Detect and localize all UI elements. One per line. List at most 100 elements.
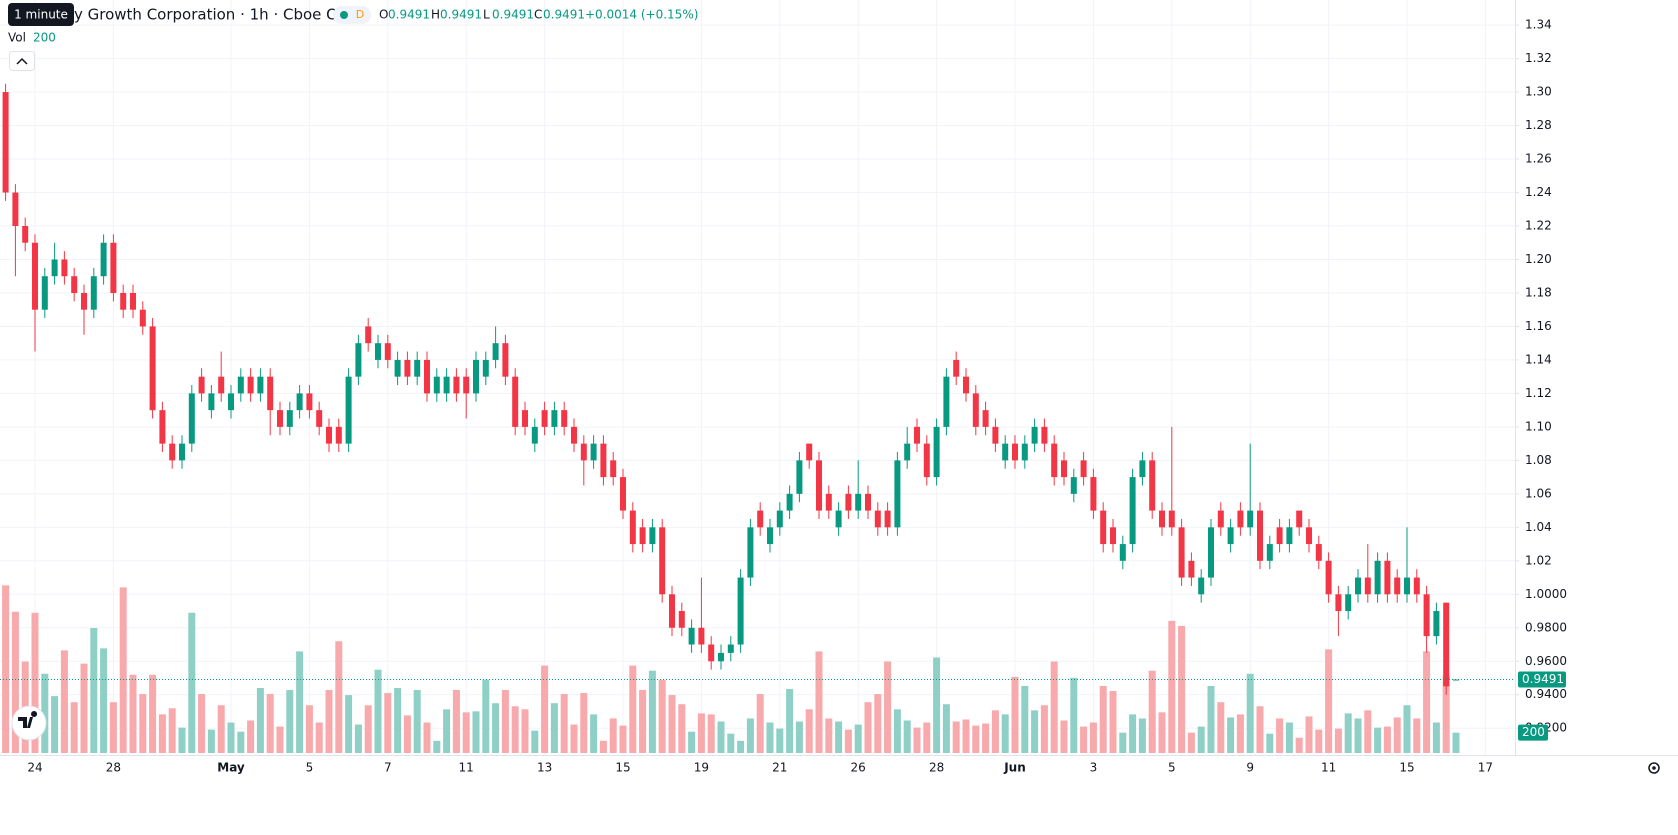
volume-bar (119, 587, 127, 753)
candle-body (1413, 577, 1420, 595)
settings-button[interactable] (1648, 762, 1660, 774)
volume-bar (1001, 714, 1009, 753)
candle-body (1423, 594, 1430, 637)
volume-bar (835, 721, 843, 753)
volume-bar (286, 690, 294, 753)
candle-body (600, 443, 607, 478)
candle-body (404, 359, 411, 377)
candle-body (1227, 527, 1234, 545)
volume-legend-label: Vol (8, 31, 26, 45)
ohlc-legend: O 0.9491 H 0.9491 L 0.9491 C 0.9491 +0.0014 (+0.… (379, 8, 698, 22)
y-tick-label: 1.24 (1525, 185, 1552, 199)
volume-bar (1236, 714, 1244, 753)
volume-bar (658, 679, 666, 753)
volume-bar (1089, 722, 1097, 753)
volume-bar (629, 665, 637, 753)
tv-logo[interactable] (11, 705, 47, 741)
volume-bar (423, 722, 431, 753)
volume-bar (217, 705, 225, 753)
candle-body (825, 493, 832, 511)
volume-bar (560, 694, 568, 753)
volume-bar (482, 679, 490, 753)
candle-body (120, 292, 127, 310)
collapse-button[interactable] (9, 51, 35, 71)
candle-body (1306, 527, 1312, 545)
volume-bar (737, 740, 745, 753)
volume-bar (972, 725, 980, 753)
candle-body (845, 493, 852, 511)
volume-bar (403, 715, 411, 753)
candle-body (972, 393, 979, 427)
volume-bar (413, 690, 421, 753)
candle-body (71, 276, 78, 293)
candle-body (384, 343, 391, 360)
candle-body (1159, 510, 1165, 528)
candle-body (855, 493, 862, 511)
volume-bar (1119, 732, 1127, 753)
volume-bar (1187, 732, 1195, 753)
x-tick-label: 7 (384, 761, 392, 775)
y-tick-label: 1.12 (1525, 386, 1552, 400)
volume-bar (1129, 714, 1137, 753)
candle-body (914, 426, 920, 444)
volume-bar (462, 712, 470, 753)
volume-bar (1227, 717, 1235, 753)
candle-body (90, 276, 97, 310)
volume-bar (364, 705, 372, 753)
candle-body (228, 393, 234, 411)
volume-bar (1295, 737, 1303, 753)
y-tick-label: 0.9600 (1525, 654, 1567, 668)
candle-body (473, 359, 479, 394)
volume-bar (1080, 726, 1088, 753)
volume-bar (1256, 706, 1264, 753)
volume-bar (325, 690, 333, 753)
volume-bar (80, 663, 88, 753)
volume-bar (247, 720, 255, 753)
ohlc-key: H (431, 8, 440, 22)
volume-bar (1138, 718, 1146, 753)
volume-bar (394, 687, 402, 753)
candle-body (61, 259, 68, 277)
candle-body (1404, 577, 1410, 595)
volume-bar (776, 728, 784, 753)
volume-bar (1266, 733, 1274, 753)
x-tick-label: 26 (851, 761, 866, 775)
volume-bar (1217, 702, 1225, 753)
candle-body (1433, 611, 1440, 637)
volume-bar (90, 628, 98, 753)
candle-body (257, 376, 264, 394)
volume-bar (443, 709, 451, 753)
volume-bar (825, 718, 833, 753)
candle-body (492, 343, 499, 360)
candle-body (943, 376, 950, 427)
volume-tag (1518, 724, 1548, 741)
price-pane (2, 83, 1459, 695)
volume-bar (531, 730, 539, 753)
candle-body (1198, 577, 1205, 595)
volume-bar (550, 703, 558, 753)
volume-bar (374, 669, 382, 753)
volume-bar (786, 688, 794, 753)
candle-body (522, 410, 528, 427)
volume-bar (188, 612, 196, 753)
x-tick-label: 28 (929, 761, 944, 775)
candle-body (463, 376, 470, 394)
y-tick-label: 1.22 (1525, 218, 1552, 232)
candle-body (247, 376, 254, 394)
volume-bar (903, 720, 911, 753)
candle-body (1139, 460, 1146, 478)
ohlc-change: +0.0014 (+0.15%) (585, 8, 698, 22)
candle-body (306, 393, 313, 411)
volume-bar (727, 733, 735, 753)
candle-body (1345, 594, 1352, 612)
volume-bar (1050, 661, 1058, 753)
volume-bar (1060, 720, 1068, 753)
volume-bar (541, 665, 549, 753)
candle-body (433, 376, 440, 394)
candle-body (198, 376, 205, 394)
candle-body (1443, 602, 1450, 687)
candle-body (149, 326, 156, 411)
candle-body (130, 292, 136, 310)
candle-body (1100, 510, 1107, 545)
